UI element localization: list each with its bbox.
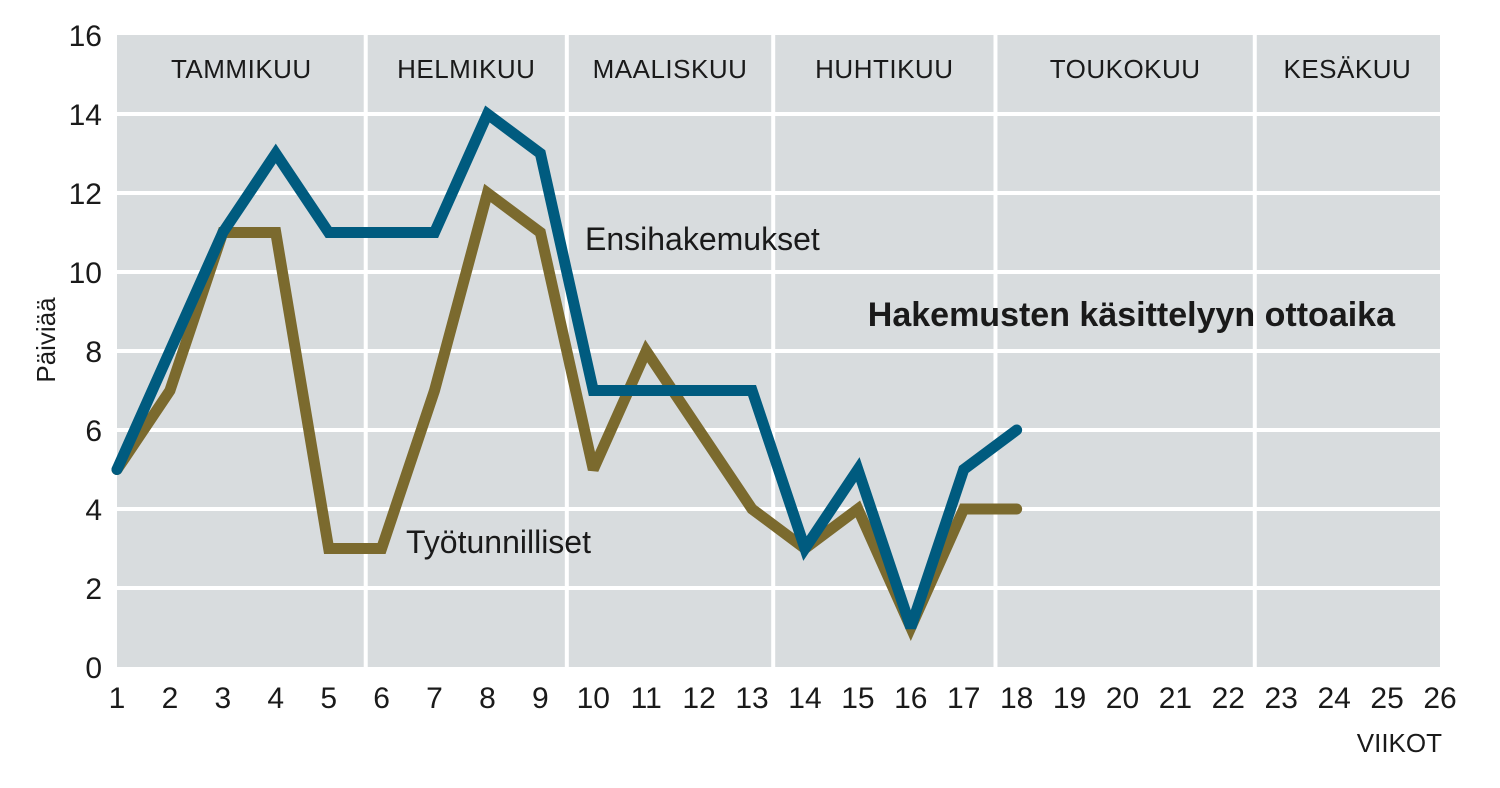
x-tick-6: 6 — [373, 682, 390, 715]
y-tick-10: 10 — [69, 257, 102, 290]
x-tick-7: 7 — [426, 682, 443, 715]
x-tick-24: 24 — [1317, 682, 1350, 715]
month-label-tammikuu: TAMMIKUU — [171, 54, 312, 84]
series-label-ensihakemukset: Ensihakemukset — [585, 221, 820, 257]
month-label-helmikuu: HELMIKUU — [397, 54, 535, 84]
y-axis-label: Päiviää — [31, 297, 61, 383]
x-tick-5: 5 — [320, 682, 337, 715]
x-tick-19: 19 — [1053, 682, 1086, 715]
x-axis-label: VIIKOT — [1357, 728, 1442, 758]
x-tick-3: 3 — [214, 682, 231, 715]
x-tick-11: 11 — [631, 682, 662, 715]
x-tick-17: 17 — [947, 682, 980, 715]
x-tick-9: 9 — [532, 682, 549, 715]
y-tick-14: 14 — [69, 99, 102, 132]
x-tick-13: 13 — [735, 682, 768, 715]
y-tick-labels: 0 2 4 6 8 10 12 14 16 — [69, 20, 102, 685]
grid-month-dividers — [363, 35, 1257, 667]
x-tick-21: 21 — [1159, 682, 1192, 715]
month-label-maaliskuu: MAALISKUU — [593, 54, 748, 84]
grid-horizontal — [117, 112, 1440, 590]
month-labels: TAMMIKUU HELMIKUU MAALISKUU HUHTIKUU TOUKOKU… — [171, 54, 1411, 84]
x-tick-labels: 1 2 3 4 5 6 7 8 9 10 11 12 13 14 15 16 17 18 19 20 21 22 23 24 2… — [109, 682, 1457, 715]
month-label-huhtikuu: HUHTIKUU — [815, 54, 953, 84]
month-label-kesäkuu: KESÄKUU — [1284, 54, 1412, 84]
y-tick-0: 0 — [85, 652, 102, 685]
x-tick-23: 23 — [1265, 682, 1298, 715]
series-label-tyotunnilliset: Työtunnilliset — [406, 524, 591, 560]
series-line-tyotunnilliset — [111, 183, 1023, 641]
chart-title: Hakemusten käsittelyyn ottoaika — [868, 296, 1396, 334]
month-label-toukokuu: TOUKOKUU — [1050, 54, 1201, 84]
y-tick-12: 12 — [69, 178, 102, 211]
x-tick-22: 22 — [1212, 682, 1245, 715]
y-tick-8: 8 — [85, 336, 102, 369]
x-tick-8: 8 — [479, 682, 496, 715]
series-line-ensihakemukset — [111, 105, 1023, 630]
x-tick-10: 10 — [577, 682, 610, 715]
x-tick-12: 12 — [682, 682, 715, 715]
x-tick-16: 16 — [894, 682, 927, 715]
x-tick-4: 4 — [267, 682, 284, 715]
x-tick-15: 15 — [841, 682, 874, 715]
y-tick-6: 6 — [85, 415, 102, 448]
y-tick-16: 16 — [69, 20, 102, 53]
x-tick-18: 18 — [1000, 682, 1033, 715]
series-lines — [111, 105, 1023, 641]
y-tick-2: 2 — [85, 573, 102, 606]
x-tick-14: 14 — [788, 682, 821, 715]
x-tick-20: 20 — [1106, 682, 1139, 715]
x-tick-25: 25 — [1370, 682, 1403, 715]
x-tick-1: 1 — [109, 682, 126, 715]
x-tick-26: 26 — [1423, 682, 1456, 715]
x-tick-2: 2 — [162, 682, 179, 715]
y-tick-4: 4 — [85, 494, 102, 527]
